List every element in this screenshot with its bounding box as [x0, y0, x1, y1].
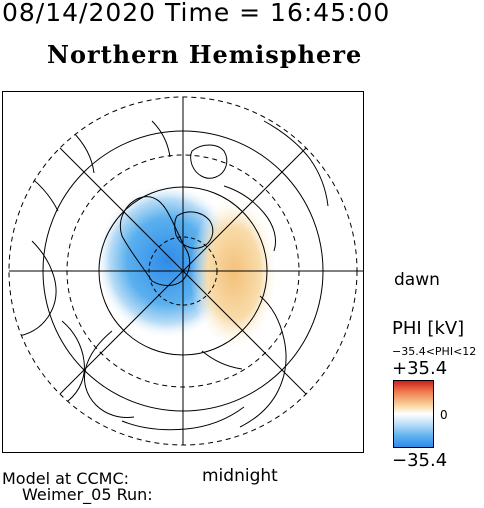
positive-potential-cell: [190, 195, 278, 351]
datetime-title: 08/14/2020 Time = 16:45:00: [2, 0, 391, 27]
colorbar-zero-label: 0: [440, 408, 448, 422]
footer-run-label: Weimer_05 Run:: [22, 485, 153, 504]
colorbar-range-text: −35.4<PHI<12: [392, 345, 477, 358]
colorbar-max-label: +35.4: [392, 358, 448, 379]
midnight-label: midnight: [202, 466, 278, 486]
hemisphere-title: Northern Hemisphere: [47, 40, 363, 69]
dawn-label: dawn: [394, 270, 440, 290]
footer-model-label: Model at CCMC:: [2, 469, 129, 488]
colorbar: [393, 380, 434, 448]
colorbar-title: PHI [kV]: [392, 318, 465, 339]
graticule: [8, 96, 363, 446]
coastlines: [13, 120, 329, 431]
polar-map-panel: [2, 91, 364, 453]
colorbar-min-label: −35.4: [392, 450, 448, 471]
